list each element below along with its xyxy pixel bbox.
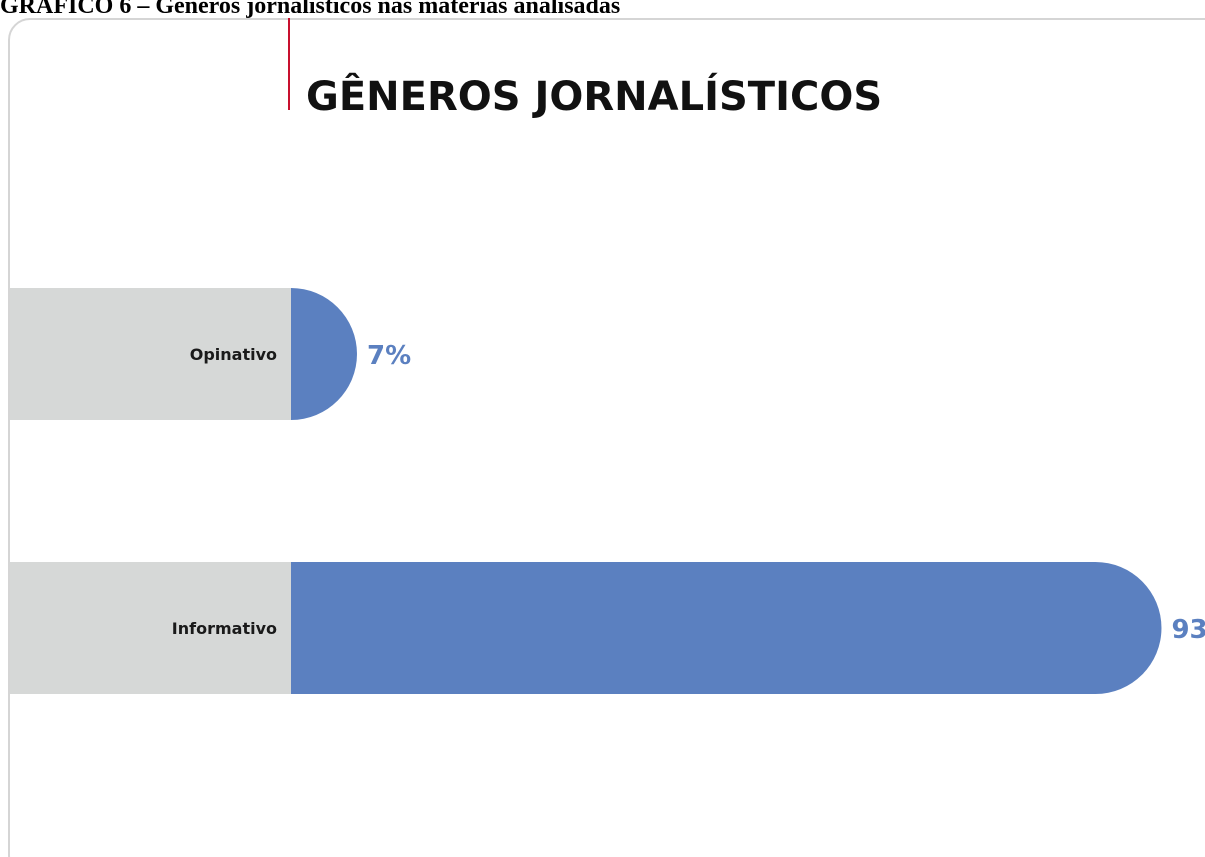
bar-informativo (291, 562, 1162, 694)
title-accent-rule (288, 18, 290, 110)
category-label-opinativo: Opinativo (190, 345, 277, 364)
chart-frame (8, 18, 1205, 857)
category-label-informativo: Informativo (172, 619, 277, 638)
bar-opinativo (291, 288, 357, 420)
value-label-opinativo: 7% (367, 341, 411, 371)
category-panel-informativo (10, 562, 291, 694)
category-panel-opinativo (10, 288, 291, 420)
figure-caption: GRÁFICO 6 – Gêneros jornalísticos nas ma… (0, 0, 621, 19)
value-label-informativo: 93% (1171, 615, 1205, 645)
chart-title: GÊNEROS JORNALÍSTICOS (306, 74, 883, 120)
